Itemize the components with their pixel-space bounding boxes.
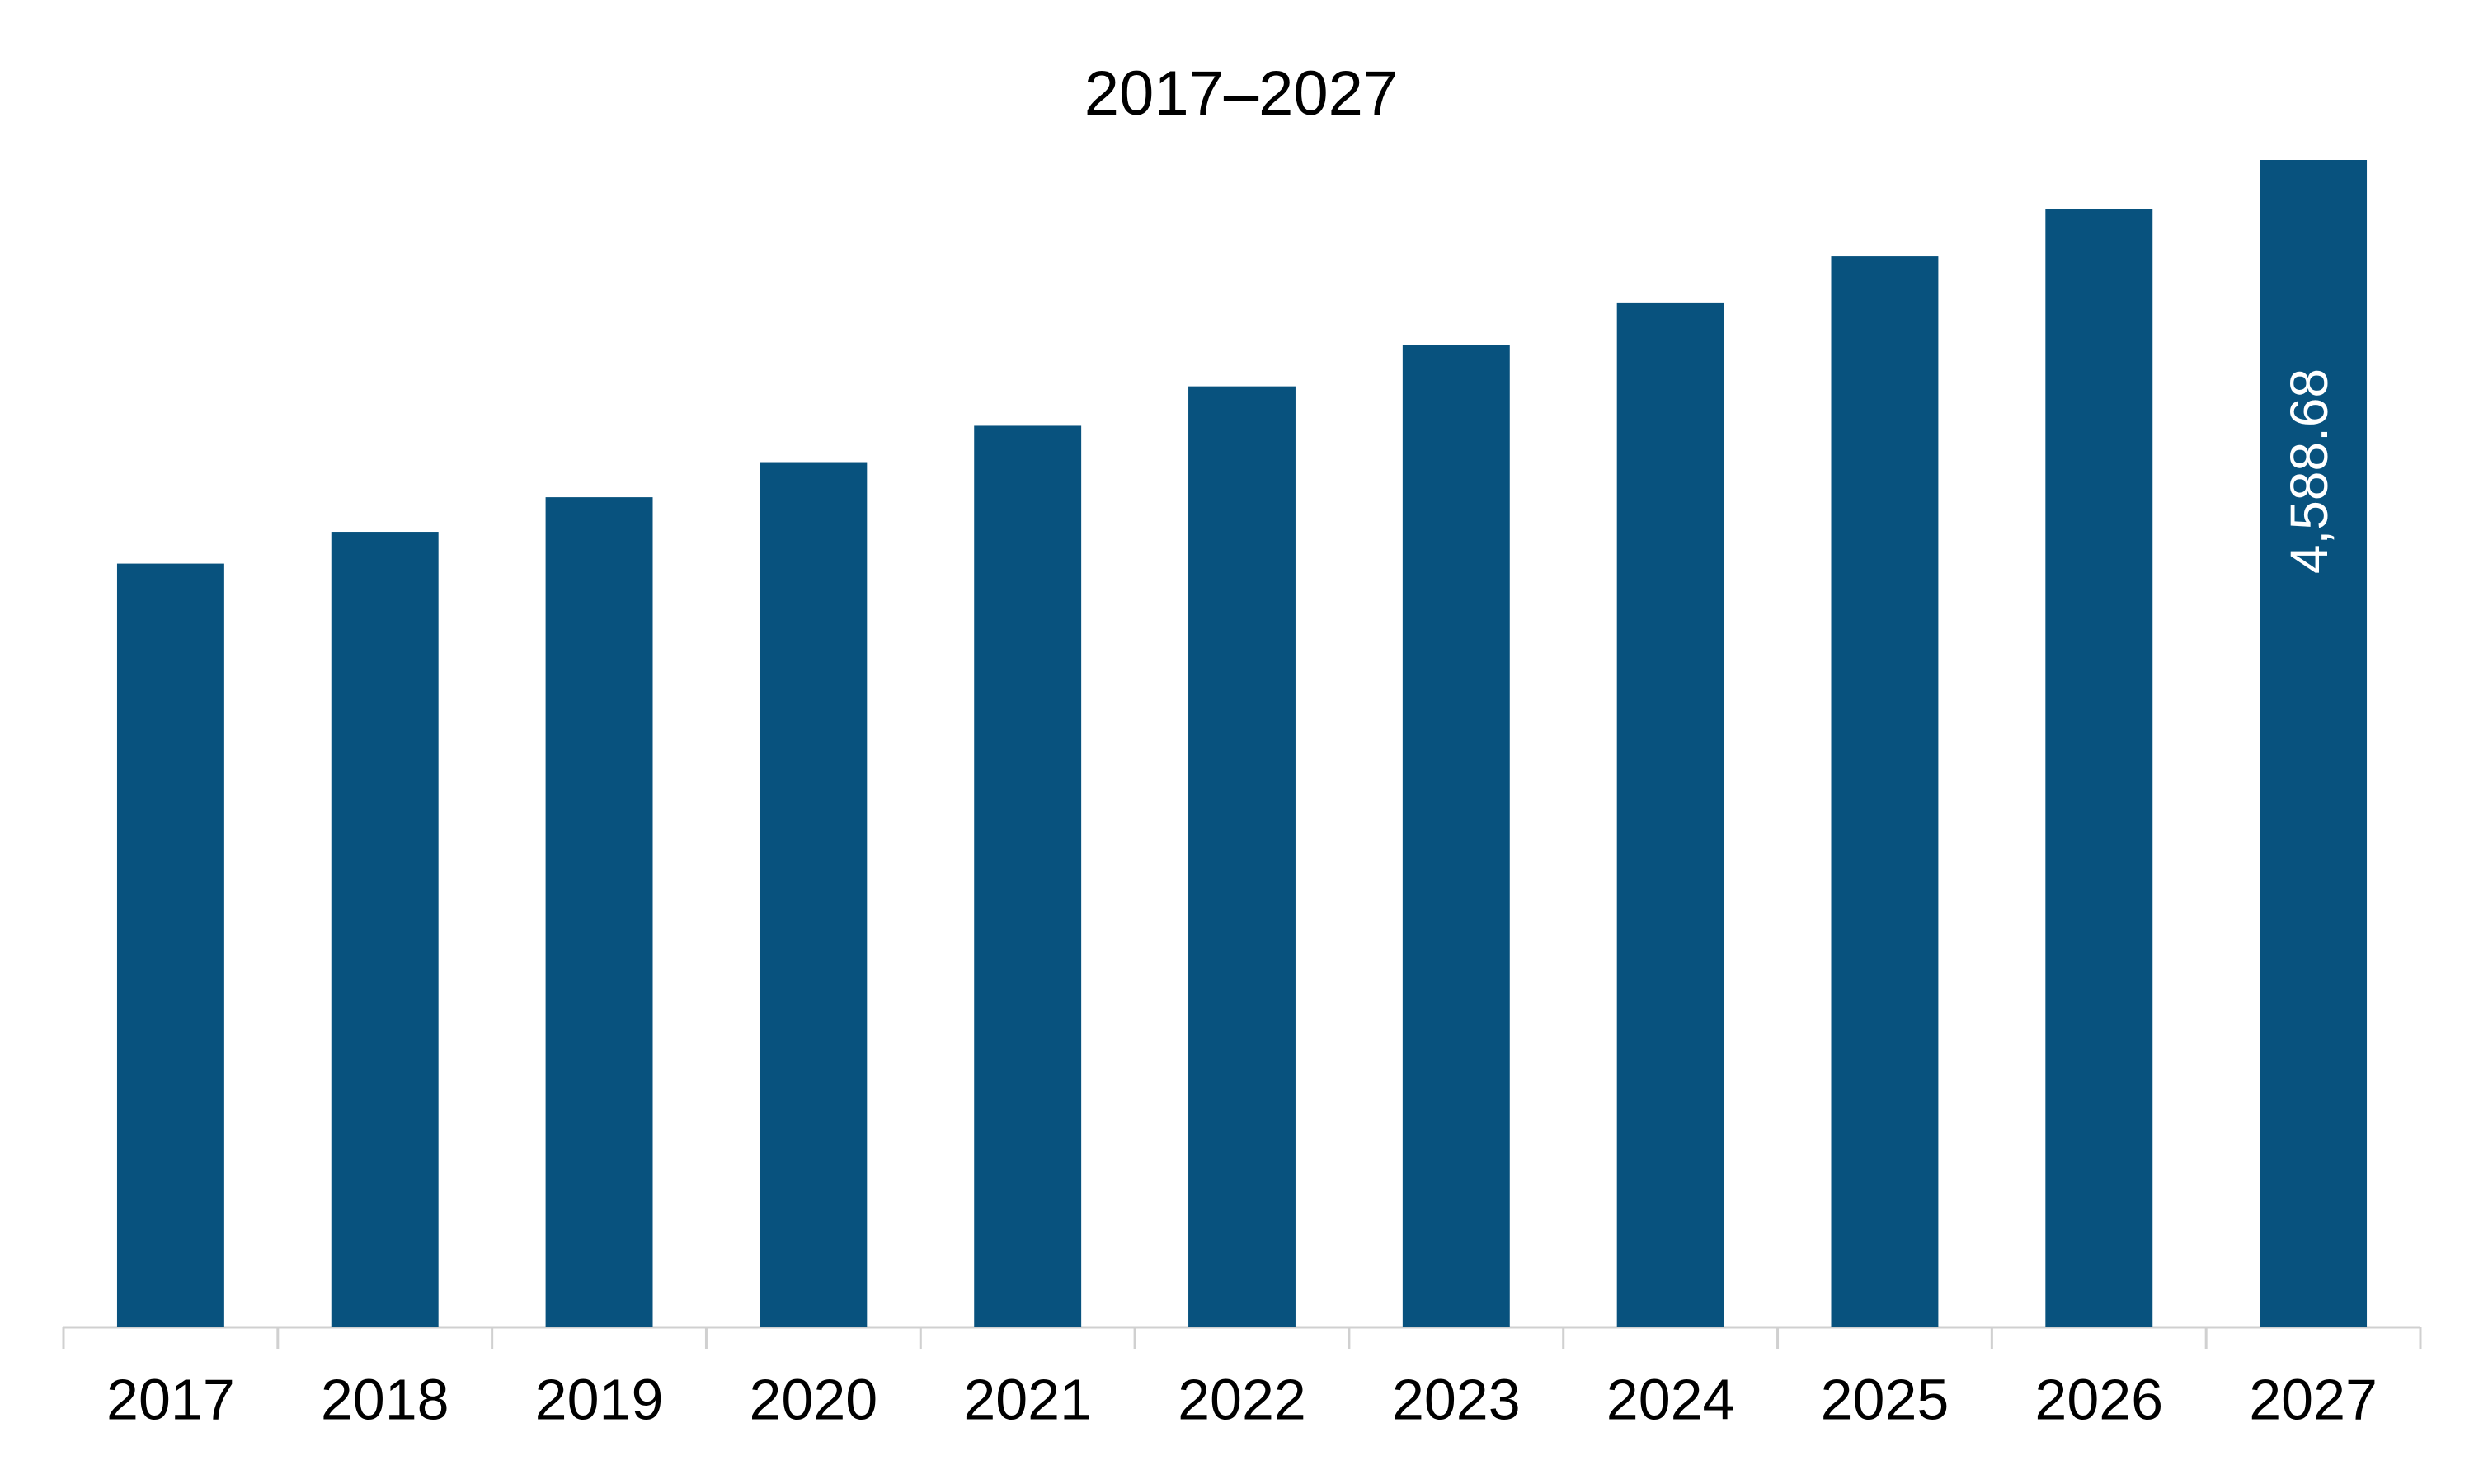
x-tick-label: 2026 (2034, 1367, 2163, 1431)
bar (760, 462, 868, 1327)
x-tick-label: 2024 (1606, 1367, 1735, 1431)
x-tick-label: 2023 (1392, 1367, 1521, 1431)
x-tick-label: 2025 (1821, 1367, 1950, 1431)
x-tick-label: 2017 (106, 1367, 235, 1431)
x-tick-label: 2021 (963, 1367, 1092, 1431)
x-tick-label: 2019 (535, 1367, 664, 1431)
x-tick-label: 2018 (321, 1367, 449, 1431)
bar (2045, 209, 2153, 1327)
bar (331, 532, 439, 1327)
bar (1831, 256, 1939, 1327)
chart-title: 2017–2027 (1084, 59, 1398, 129)
value-label: 4,588.68 (2279, 369, 2339, 574)
x-tick-label: 2022 (1178, 1367, 1306, 1431)
bar (974, 425, 1082, 1327)
x-tick-label: 2027 (2249, 1367, 2378, 1431)
bar (2260, 160, 2368, 1327)
bar (1402, 345, 1510, 1327)
bar (545, 497, 653, 1327)
x-tick-label: 2020 (749, 1367, 877, 1431)
bar (116, 563, 224, 1327)
bar (1616, 302, 1724, 1327)
bar (1188, 386, 1296, 1327)
